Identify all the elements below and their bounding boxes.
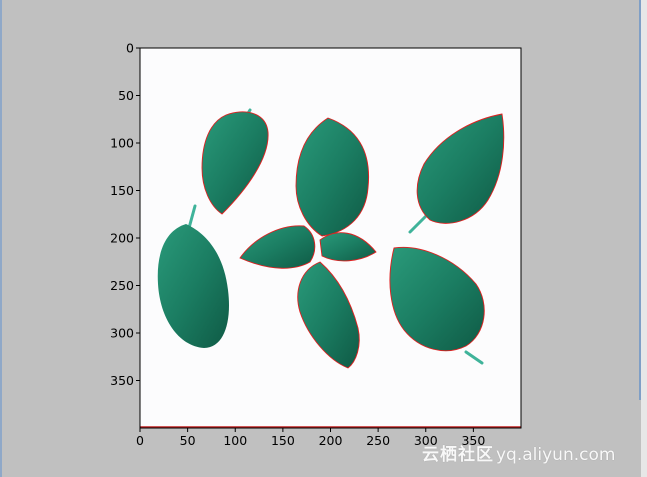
y-tick-label: 200: [110, 231, 134, 246]
watermark: 云栖社区 yq.aliyun.com: [422, 443, 615, 467]
window-edge-right: [639, 0, 641, 400]
x-tick-label: 0: [136, 433, 144, 448]
y-tick-label: 50: [118, 88, 134, 103]
leaf-top-right: [416, 113, 505, 224]
x-tick-label: 250: [366, 433, 390, 448]
watermark-url: yq.aliyun.com: [496, 445, 616, 465]
leaf-stem: [464, 350, 484, 365]
y-tick-label: 100: [110, 136, 134, 151]
background-window-strip: [641, 0, 647, 477]
leaf-center-left: [239, 225, 316, 269]
x-tick-label: 200: [319, 433, 343, 448]
x-tick-label: 50: [180, 433, 196, 448]
x-tick-label: 300: [414, 433, 438, 448]
leaf-center-bottom: [297, 261, 360, 369]
leaf-left: [157, 224, 229, 348]
x-tick-label: 150: [271, 433, 295, 448]
leaf-top-left: [201, 111, 269, 215]
y-tick-label: 250: [110, 278, 134, 293]
y-tick-label: 0: [126, 41, 134, 56]
window-edge-left: [0, 0, 2, 477]
x-axis: 0 50 100 150 200 250 300 350: [136, 428, 485, 448]
leaf-center-top: [295, 117, 370, 237]
leaf-stem: [408, 212, 430, 234]
leaf-center-right: [319, 232, 377, 262]
watermark-cn: 云栖社区: [422, 445, 494, 465]
y-tick-label: 350: [110, 373, 134, 388]
y-axis: 0 50 100 150 200 250 300 350: [110, 41, 140, 388]
y-tick-label: 300: [110, 326, 134, 341]
x-tick-label: 350: [461, 433, 485, 448]
leaf-stem: [187, 204, 197, 230]
y-tick-label: 150: [110, 183, 134, 198]
leaf-bottom-right: [389, 246, 485, 352]
leaf-image: [157, 108, 505, 369]
x-tick-label: 100: [223, 433, 247, 448]
